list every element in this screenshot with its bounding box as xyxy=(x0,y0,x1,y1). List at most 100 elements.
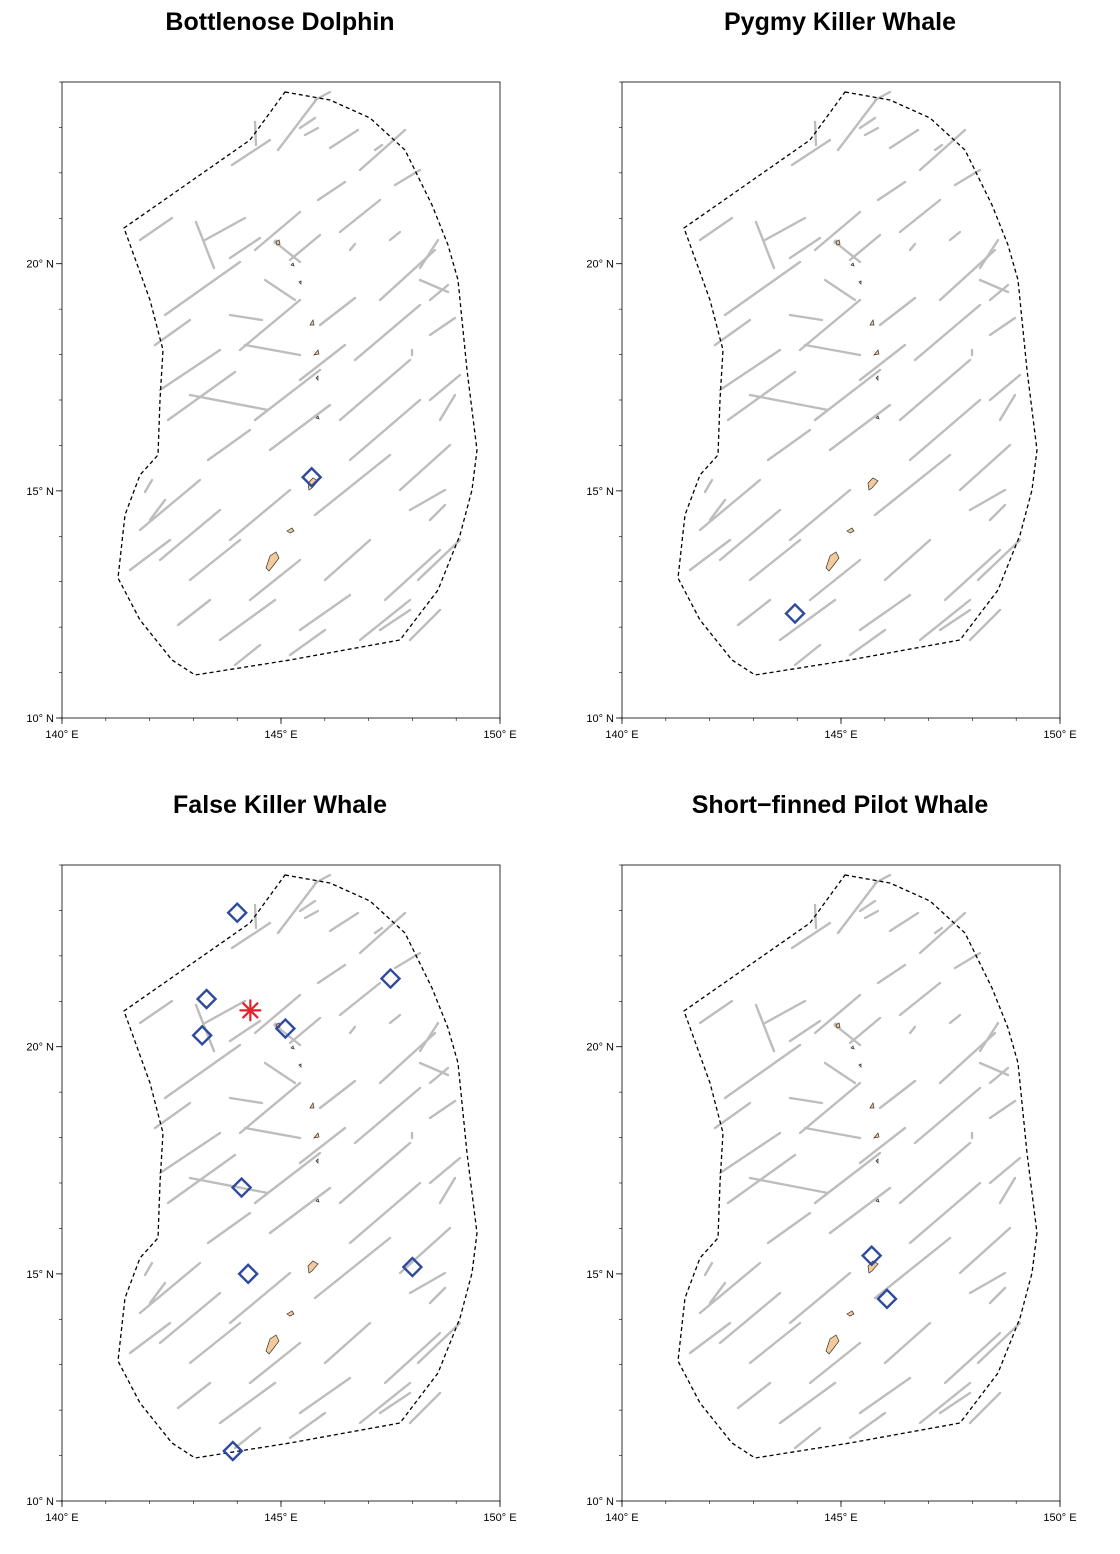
transect-segment xyxy=(918,598,972,642)
transect-lines xyxy=(688,873,1022,1450)
sighting-marker xyxy=(222,1440,244,1462)
transect-segment xyxy=(883,538,932,582)
transect-segment xyxy=(988,1066,1010,1085)
transect-segment xyxy=(718,348,782,392)
transect-segment xyxy=(208,1039,216,1053)
transect-segment xyxy=(203,999,247,1025)
transect-segment xyxy=(238,298,302,352)
transect-segment xyxy=(708,1281,727,1305)
island xyxy=(275,239,281,246)
study-area-boundary xyxy=(677,874,1038,1459)
transect-segment xyxy=(873,453,952,517)
transect-segment xyxy=(138,478,202,532)
island xyxy=(286,527,295,534)
island xyxy=(298,280,302,285)
transect-segment xyxy=(303,909,320,920)
transect-segment xyxy=(298,899,317,913)
transect-segment xyxy=(243,343,302,357)
transect-segment xyxy=(176,598,212,627)
transect-segment xyxy=(908,242,917,252)
transect-segment xyxy=(828,1186,892,1235)
transect-segment xyxy=(298,1376,352,1415)
island xyxy=(873,1132,880,1139)
transect-segment xyxy=(948,1013,962,1025)
transect-segment xyxy=(876,180,907,202)
transect-segment xyxy=(988,373,1022,402)
island xyxy=(835,239,841,246)
lon-tick-label: 145° E xyxy=(824,1512,857,1524)
island xyxy=(875,375,879,381)
transect-segment xyxy=(253,1151,322,1205)
map-canvas: 140° E 145° E 150° E 10° N 15° N 20° N xyxy=(586,81,1077,741)
transect-segment xyxy=(408,488,447,512)
transect-segment xyxy=(723,260,802,317)
transect-segment xyxy=(808,1341,862,1385)
island xyxy=(869,319,875,326)
transect-segment xyxy=(778,1381,837,1425)
transect-segment xyxy=(206,428,252,462)
transect-segment xyxy=(383,1331,442,1385)
transect-segment xyxy=(408,608,442,642)
transect-segment xyxy=(688,538,732,572)
transect-segment xyxy=(958,443,1012,492)
island xyxy=(315,415,320,420)
lat-tick-label: 15° N xyxy=(586,486,614,498)
transect-segment xyxy=(858,343,907,382)
transect-segment xyxy=(318,296,357,327)
transect-segment xyxy=(348,1025,357,1035)
transect-segment xyxy=(323,538,372,582)
lat-tick-label: 15° N xyxy=(26,486,54,498)
transect-segment xyxy=(968,488,1007,512)
transect-segment xyxy=(353,1086,422,1145)
island xyxy=(315,1158,319,1164)
transect-segment xyxy=(358,911,407,955)
transect-segment xyxy=(718,1291,782,1345)
island xyxy=(846,1310,855,1317)
transect-segment xyxy=(328,128,360,150)
transect-segment xyxy=(318,1079,357,1110)
transect-segment xyxy=(328,911,360,933)
transect-segment xyxy=(708,498,727,522)
transect-segment xyxy=(248,1341,302,1385)
transect-segment xyxy=(418,1021,440,1053)
transect-segment xyxy=(788,1019,822,1043)
transect-segment xyxy=(976,1321,1022,1365)
transect-segment xyxy=(848,233,882,262)
island xyxy=(875,1198,880,1203)
transect-segment xyxy=(898,358,972,422)
transect-segment xyxy=(143,1261,154,1277)
island xyxy=(846,527,855,534)
transect-segment xyxy=(273,240,302,264)
transect-segment xyxy=(988,1286,1007,1305)
transect-segment xyxy=(253,368,322,422)
island xyxy=(309,1102,315,1109)
transect-segment xyxy=(233,643,262,667)
transect-segment xyxy=(833,1023,862,1047)
transect-segment xyxy=(263,278,297,302)
transect-segment xyxy=(148,1281,167,1305)
transect-segment xyxy=(428,373,462,402)
transect-segment xyxy=(968,1271,1007,1295)
transect-segment xyxy=(908,1181,982,1245)
transect-segment xyxy=(958,1226,1012,1275)
transect-segment xyxy=(428,1286,447,1305)
island xyxy=(265,551,280,572)
transect-segment xyxy=(803,343,862,357)
transect-segment xyxy=(288,1016,322,1045)
sighting-marker xyxy=(401,1256,424,1278)
transect-segment xyxy=(888,911,920,933)
transect-segment xyxy=(988,503,1007,522)
transect-segment xyxy=(823,1061,857,1085)
sighting-marker xyxy=(237,1263,259,1285)
panel-title: Bottlenose Dolphin xyxy=(165,8,395,36)
transect-segment xyxy=(790,921,832,950)
lon-tick-label: 140° E xyxy=(605,729,638,741)
map-canvas: 140° E 145° E 150° E 10° N 15° N 20° N xyxy=(586,864,1077,1524)
island xyxy=(309,319,315,326)
transect-segment xyxy=(978,1061,1010,1077)
transect-segment xyxy=(428,283,450,302)
transect-segment xyxy=(316,963,347,985)
transect-segment xyxy=(763,216,807,242)
transect-segment xyxy=(833,240,862,264)
transect-segment xyxy=(876,963,907,985)
